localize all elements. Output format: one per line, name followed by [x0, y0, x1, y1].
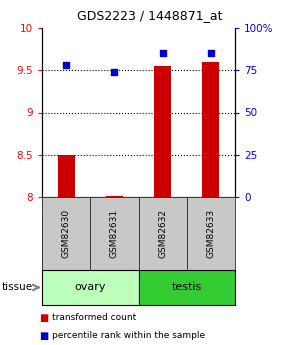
Text: percentile rank within the sample: percentile rank within the sample — [52, 332, 206, 341]
Text: ovary: ovary — [74, 283, 106, 293]
Text: GSM82630: GSM82630 — [61, 209, 70, 258]
Point — [160, 51, 165, 56]
Text: GSM82633: GSM82633 — [206, 209, 215, 258]
Bar — [202, 62, 219, 197]
Point — [112, 69, 117, 75]
Text: tissue: tissue — [2, 283, 33, 293]
Text: transformed count: transformed count — [52, 314, 137, 323]
Text: ■: ■ — [39, 331, 48, 341]
Bar — [154, 66, 171, 197]
Text: ■: ■ — [39, 313, 48, 323]
Point — [64, 62, 68, 68]
Bar — [58, 155, 75, 197]
Bar — [106, 196, 123, 197]
Text: GSM82631: GSM82631 — [110, 209, 119, 258]
Point — [208, 51, 213, 56]
Text: GDS2223 / 1448871_at: GDS2223 / 1448871_at — [77, 9, 223, 22]
Text: testis: testis — [172, 283, 202, 293]
Text: GSM82632: GSM82632 — [158, 209, 167, 258]
